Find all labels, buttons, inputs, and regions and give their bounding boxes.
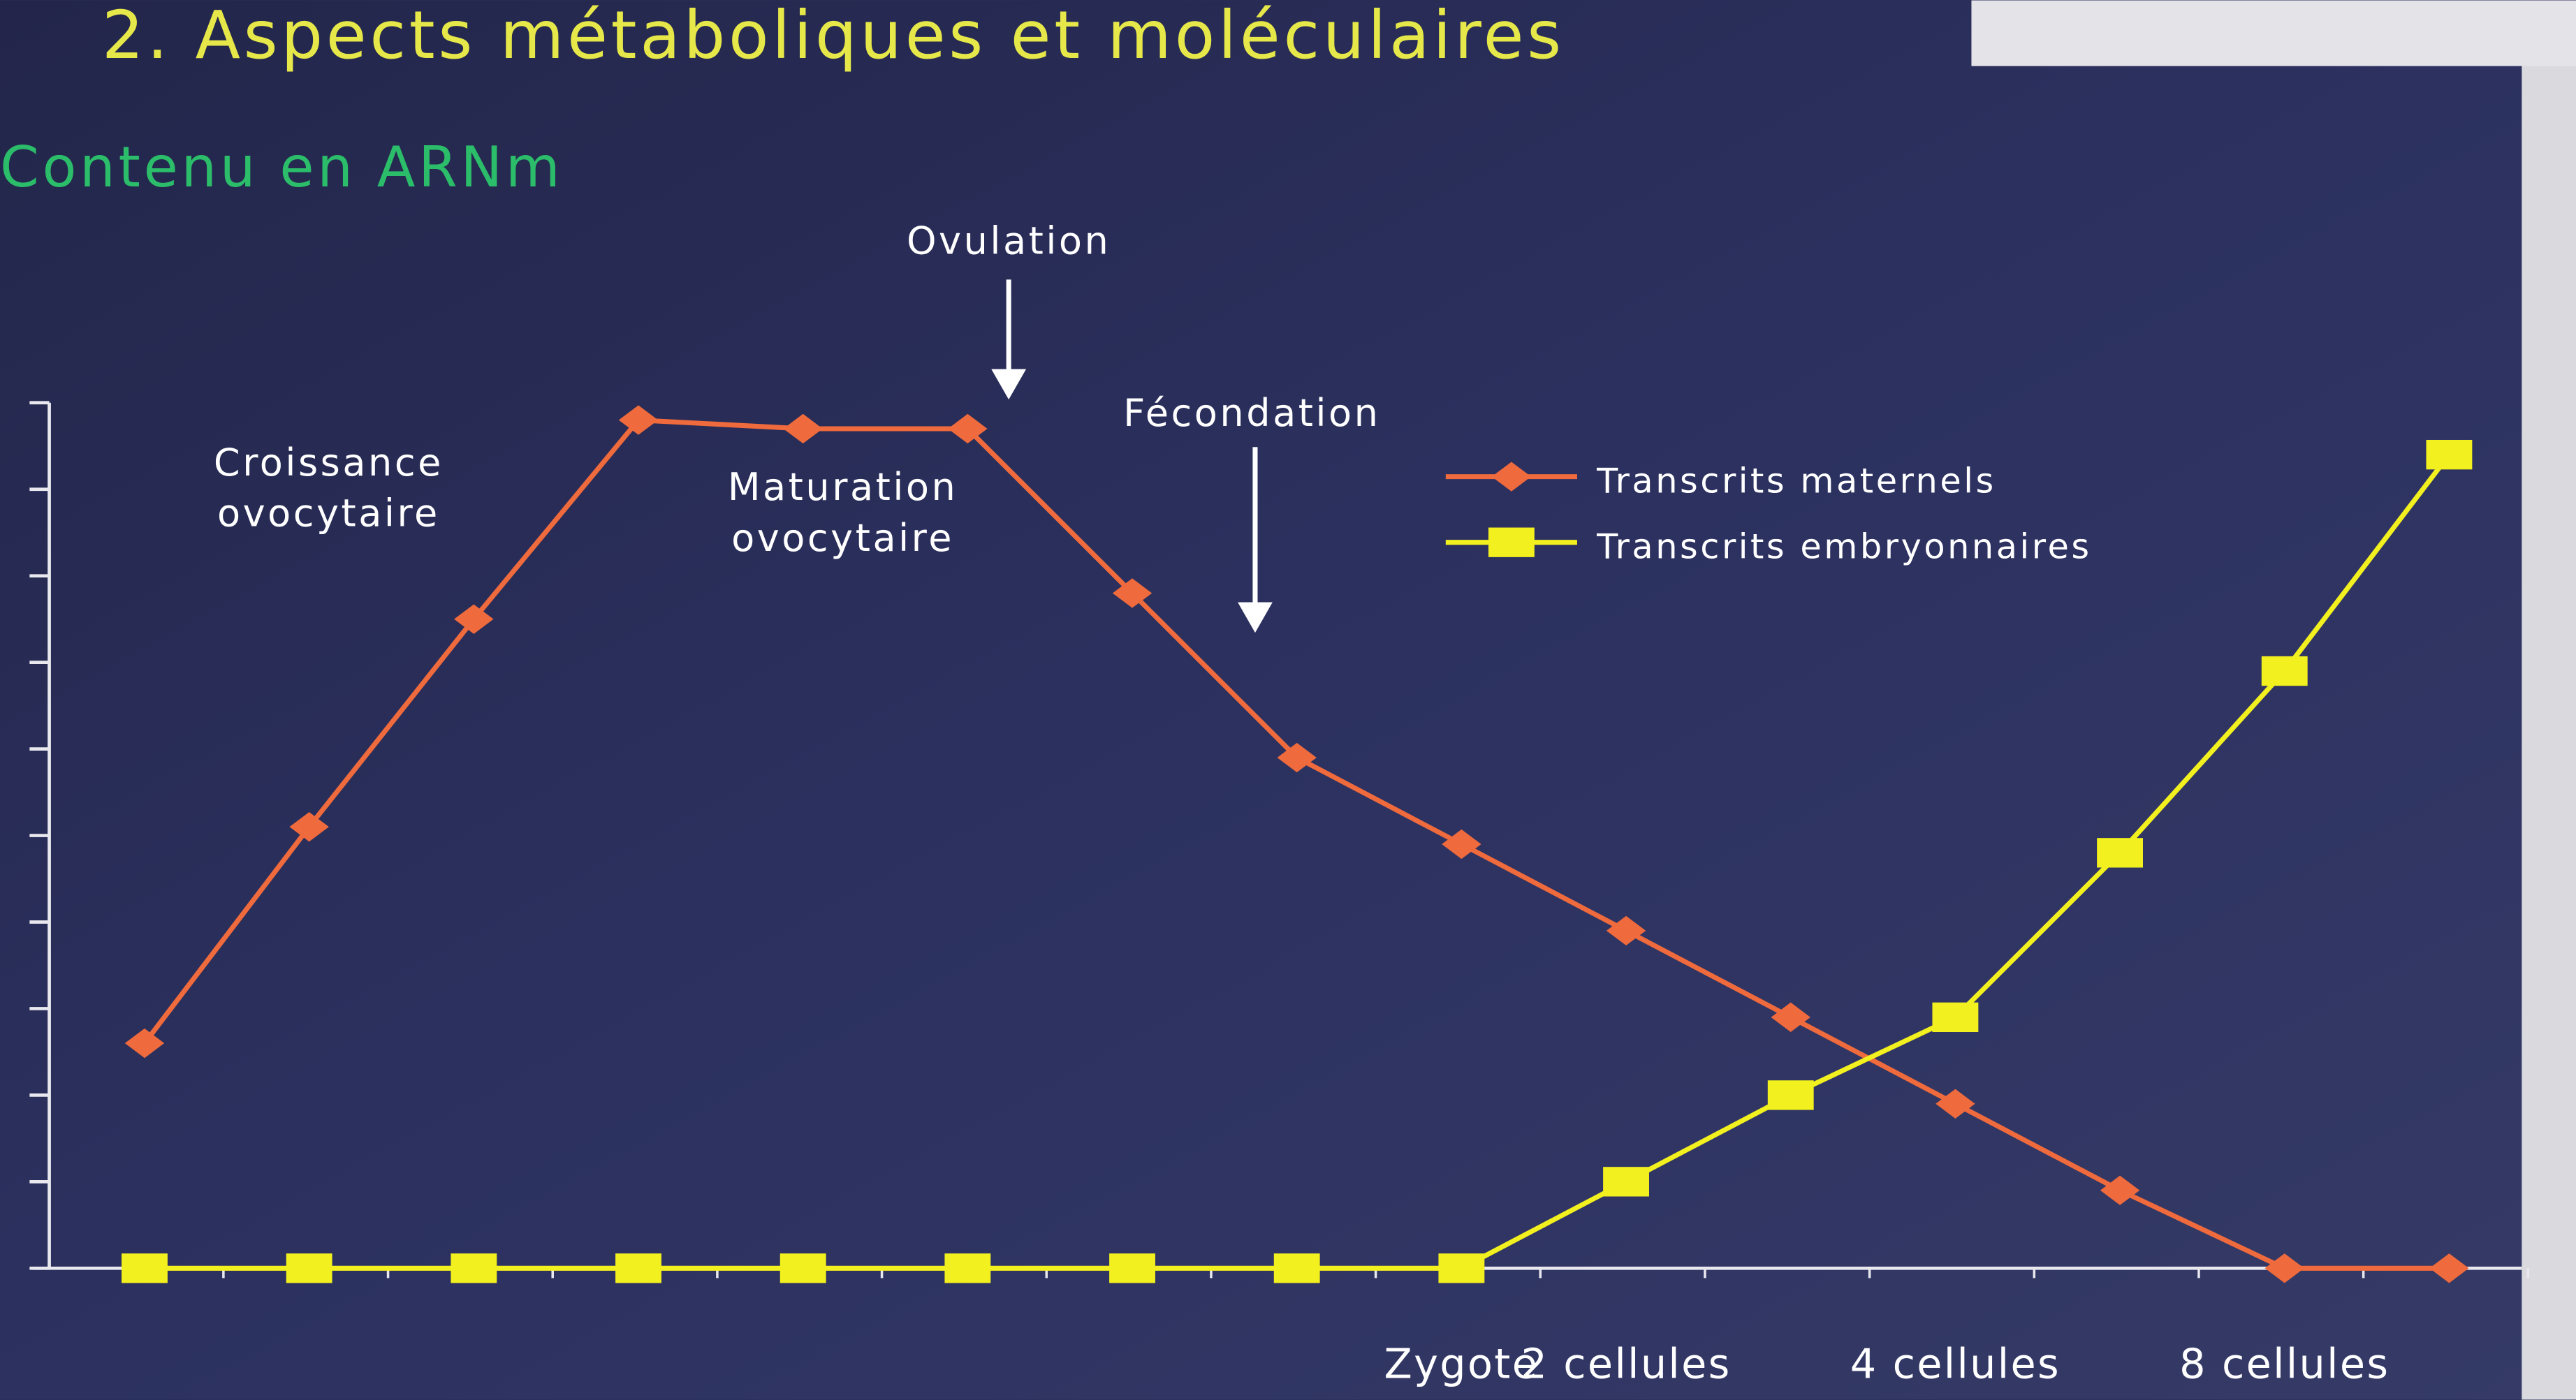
data-point	[1109, 1253, 1155, 1283]
x-tick-label: Zygote	[1384, 1340, 1539, 1388]
legend-marker	[1488, 527, 1535, 557]
page-corner	[1971, 0, 2576, 66]
legend-label: Transcrits embryonnaires	[1596, 526, 2092, 567]
data-point	[780, 1253, 826, 1283]
annotation: Ovulation	[907, 219, 1111, 263]
data-point	[2261, 656, 2308, 686]
data-point	[1438, 1253, 1485, 1283]
data-point	[2097, 838, 2144, 868]
annotation: Fécondation	[1123, 391, 1380, 435]
data-point	[1932, 1002, 1979, 1033]
x-tick-label: 8 cellules	[2179, 1340, 2390, 1388]
x-tick-label: 4 cellules	[1850, 1340, 2061, 1388]
data-point	[286, 1253, 332, 1283]
data-point	[451, 1253, 497, 1283]
data-point	[615, 1253, 661, 1283]
data-point	[2429, 1253, 2469, 1283]
chart-title: 2. Aspects métaboliques et moléculaires	[102, 0, 1565, 74]
data-point	[1771, 1002, 1810, 1033]
arrow-head	[1238, 602, 1273, 633]
chart-subtitle: Contenu en ARNm	[0, 135, 564, 200]
arrow-head	[991, 369, 1027, 400]
annotation: ovocytaire	[731, 516, 954, 560]
annotation: Croissance	[214, 441, 444, 485]
data-point	[1767, 1080, 1814, 1110]
data-point	[289, 811, 329, 842]
annotation: Maturation	[728, 465, 958, 509]
annotation: ovocytaire	[217, 492, 440, 536]
data-point	[122, 1253, 168, 1283]
legend-marker	[1491, 462, 1532, 492]
data-point	[1442, 829, 1481, 860]
annotation-arrows	[991, 279, 1273, 633]
x-tick-label: 2 cellules	[1521, 1340, 1731, 1388]
data-point	[1606, 915, 1646, 946]
legend-label: Transcrits maternels	[1596, 461, 1996, 501]
data-point	[2426, 439, 2473, 470]
data-point	[1935, 1089, 1975, 1119]
data-point	[1603, 1167, 1649, 1197]
data-point	[2100, 1175, 2140, 1205]
data-point	[124, 1028, 165, 1059]
page-edge	[2522, 0, 2576, 1400]
data-point	[618, 405, 659, 435]
data-point	[944, 1253, 991, 1283]
data-point	[2264, 1253, 2304, 1283]
data-point	[1273, 1253, 1320, 1283]
